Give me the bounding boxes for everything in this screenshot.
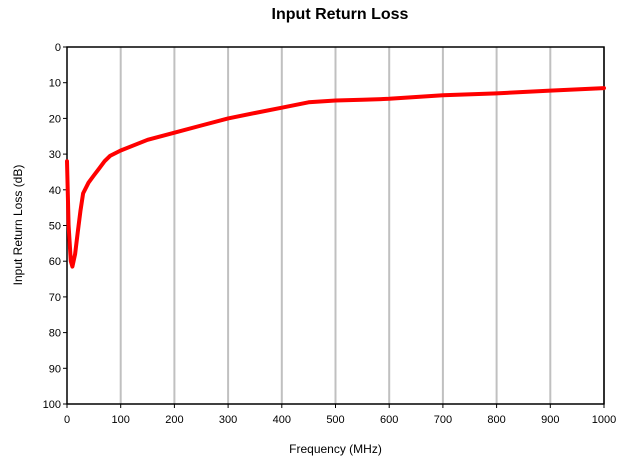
x-tick-label: 500 — [326, 414, 344, 426]
y-tick-label: 30 — [49, 149, 61, 161]
y-axis-label: Input Return Loss (dB) — [11, 164, 25, 286]
series-line — [65, 86, 606, 269]
x-axis-label: Frequency (MHz) — [289, 442, 382, 456]
chart-title: Input Return Loss — [271, 6, 409, 23]
y-tick-label: 50 — [49, 221, 61, 233]
x-tick-label: 700 — [434, 414, 452, 426]
x-tick-label: 100 — [112, 414, 130, 426]
y-tick-label: 90 — [49, 363, 61, 375]
x-tick-label: 0 — [64, 414, 70, 426]
y-tick-label: 70 — [49, 292, 61, 304]
y-tick-label: 0 — [55, 42, 61, 54]
y-tick-label: 40 — [49, 185, 61, 197]
x-tick-label: 600 — [380, 414, 398, 426]
x-tick-label: 200 — [165, 414, 183, 426]
y-tick-label: 100 — [43, 399, 61, 411]
x-tick-label: 1000 — [592, 414, 616, 426]
y-tick-label: 80 — [49, 328, 61, 340]
x-tick-label: 800 — [487, 414, 505, 426]
y-tick-label: 10 — [49, 78, 61, 90]
x-tick-label: 400 — [273, 414, 291, 426]
y-tick-label: 20 — [49, 113, 61, 125]
y-tick-label: 60 — [49, 256, 61, 268]
x-tick-label: 900 — [541, 414, 559, 426]
x-tick-label: 300 — [219, 414, 237, 426]
